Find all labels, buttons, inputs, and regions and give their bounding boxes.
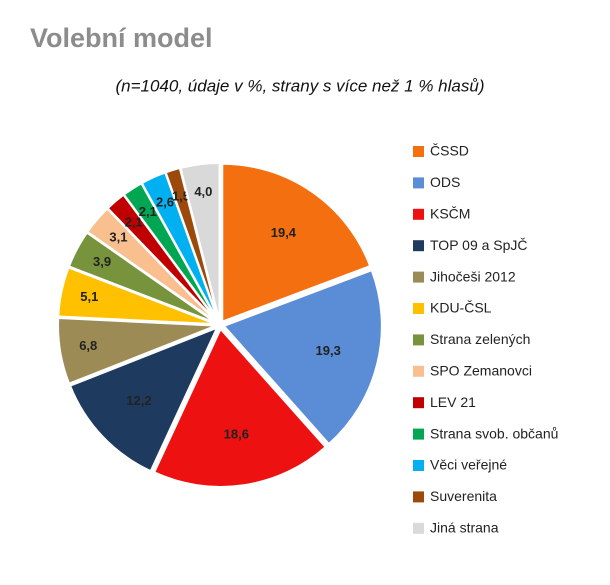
pie-slice — [222, 268, 383, 446]
chart-subtitle: (n=1040, údaje v %, strany s více než 1 … — [115, 76, 484, 95]
legend-swatch — [413, 240, 424, 252]
data-label: 19,3 — [316, 343, 341, 358]
legend-label: KDU-ČSL — [430, 300, 492, 316]
legend-label: ČSSD — [430, 143, 469, 159]
data-label: 3,9 — [93, 254, 111, 269]
pie-slice — [57, 266, 217, 326]
legend-swatch — [413, 491, 424, 503]
legend-label: Jiná strana — [430, 520, 499, 536]
data-label: 6,8 — [79, 338, 97, 353]
pie-slice — [152, 327, 327, 488]
legend-label: TOP 09 a SpJČ — [430, 237, 528, 253]
legend-label: KSČM — [430, 206, 470, 222]
data-label: 1,5 — [172, 189, 190, 204]
legend-swatch — [413, 365, 424, 377]
legend-swatch — [413, 428, 424, 440]
legend-label: Strana zelených — [430, 331, 530, 347]
legend-label: Suverenita — [430, 488, 497, 504]
legend-swatch — [413, 522, 424, 534]
legend-label: Jihočeši 2012 — [430, 268, 516, 284]
data-label: 12,2 — [126, 393, 151, 408]
pie-slice — [179, 162, 221, 322]
data-label: 5,1 — [80, 289, 98, 304]
legend-swatch — [413, 334, 424, 346]
data-label: 19,4 — [271, 225, 297, 240]
legend-swatch — [413, 177, 424, 189]
legend-swatch — [413, 271, 424, 283]
legend-swatch — [413, 460, 424, 471]
pie-slice — [221, 162, 372, 324]
legend-label: LEV 21 — [430, 394, 476, 410]
data-label: 2,6 — [156, 195, 174, 210]
data-label: 18,6 — [224, 427, 249, 442]
legend-label: Věci veřejné — [430, 457, 507, 473]
legend-label: SPO Zemanovci — [430, 363, 532, 379]
data-label: 2,1 — [139, 204, 157, 219]
legend-swatch — [413, 208, 424, 220]
chart-title: Volební model — [30, 23, 213, 53]
pie-slice — [57, 316, 217, 385]
legend-swatch — [413, 397, 424, 409]
data-label: 2,1 — [125, 214, 143, 229]
legend-label: Strana svob. občanů — [430, 425, 558, 441]
legend-swatch — [413, 303, 424, 314]
pie-slice — [68, 325, 220, 473]
legend-swatch — [413, 146, 424, 157]
data-label: 4,0 — [194, 184, 212, 199]
legend-label: ODS — [430, 174, 460, 190]
data-label: 3,1 — [109, 230, 127, 245]
